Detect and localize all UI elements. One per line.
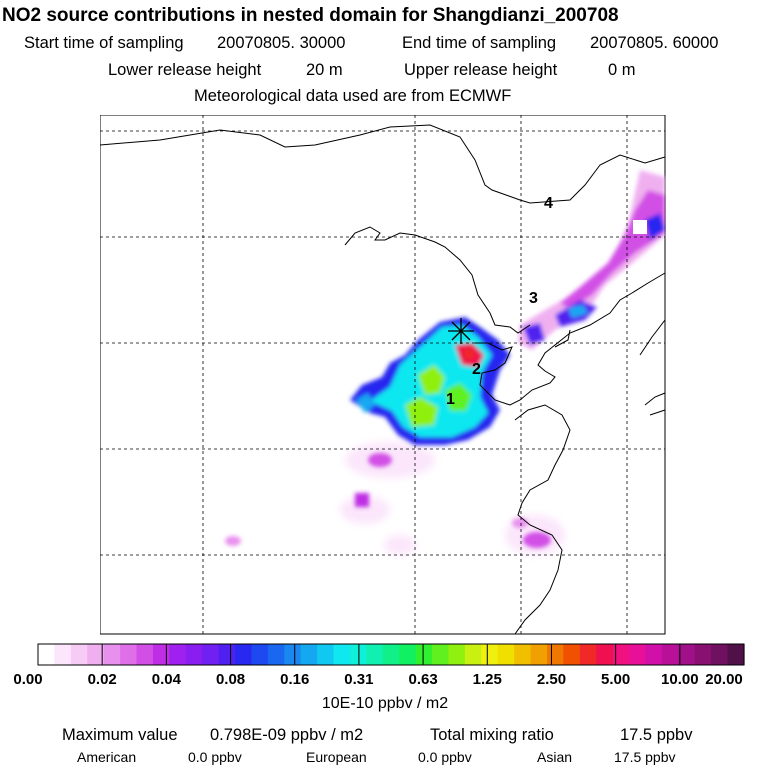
start-time-label: Start time of sampling (24, 34, 184, 52)
colorbar: 0.00 0.02 0.04 0.08 0.16 0.31 0.63 1.25 2.50 5.00… (13, 643, 745, 712)
colorbar-tick-label: 0.63 (408, 671, 437, 688)
colorbar-swatch (514, 644, 532, 665)
colorbar-ticks: 0.00 0.02 0.04 0.08 0.16 0.31 0.63 1.25 2.50 5.00… (13, 644, 745, 688)
colorbar-tick-label: 5.00 (601, 671, 630, 688)
colorbar-tick-label: 20.00 (705, 671, 743, 688)
colorbar-swatch (54, 644, 72, 665)
colorbar-swatch (284, 644, 302, 665)
colorbar-swatch (645, 644, 663, 665)
contribution-value: 0.0 ppbv (188, 749, 242, 765)
map-frame (100, 115, 666, 635)
colorbar-unit-label: 10E-10 ppbv / m2 (322, 695, 448, 712)
contribution-value: 0.0 ppbv (418, 749, 472, 765)
colorbar-swatch (185, 644, 203, 665)
colorbar-swatches (38, 644, 745, 665)
plume-main (350, 317, 510, 445)
scattered-patches (225, 453, 551, 548)
receptor-station-marker (448, 318, 474, 344)
colorbar-swatch (87, 644, 105, 665)
colorbar-swatch (103, 644, 121, 665)
colorbar-swatch (218, 644, 236, 665)
colorbar-swatch (136, 644, 154, 665)
contribution-name: American (77, 749, 137, 765)
colorbar-swatch (300, 644, 318, 665)
region-label: 3 (529, 290, 538, 307)
colorbar-swatch (530, 644, 548, 665)
plume-northeast (518, 170, 665, 350)
colorbar-swatch (711, 644, 729, 665)
end-time-label: End time of sampling (402, 34, 557, 52)
colorbar-swatch (661, 644, 679, 665)
max-value-label: Maximum value (62, 726, 178, 744)
colorbar-swatch (481, 644, 499, 665)
contribution-name: European (306, 749, 367, 765)
colorbar-swatch (120, 644, 138, 665)
colorbar-swatch (38, 644, 56, 665)
colorbar-swatch (497, 644, 515, 665)
low-concentration-haze (340, 442, 565, 555)
colorbar-swatch (333, 644, 351, 665)
lower-release-value: 20 m (306, 61, 343, 79)
region-label: 4 (544, 195, 553, 212)
region-label: 1 (446, 391, 455, 408)
colorbar-tick-label: 2.50 (537, 671, 566, 688)
chart-title: NO2 source contributions in nested domai… (2, 5, 619, 26)
colorbar-swatch (694, 644, 712, 665)
colorbar-swatch (251, 644, 269, 665)
colorbar-swatch (629, 644, 647, 665)
colorbar-tick-label: 0.08 (216, 671, 245, 688)
colorbar-swatch (399, 644, 417, 665)
contribution-name: Asian (537, 749, 573, 765)
colorbar-swatch (432, 644, 450, 665)
start-time-value: 20070805. 30000 (217, 34, 346, 52)
colorbar-swatch (596, 644, 614, 665)
map-panel: 1 2 3 4 (100, 115, 666, 635)
plume-gap (633, 220, 647, 234)
colorbar-swatch (317, 644, 335, 665)
total-mixing-value: 17.5 ppbv (620, 726, 693, 744)
colorbar-tick-label: 10.00 (661, 671, 699, 688)
colorbar-tick-label: 0.04 (152, 671, 182, 688)
meteo-note: Meteorological data used are from ECMWF (194, 87, 512, 105)
colorbar-swatch (152, 644, 170, 665)
colorbar-swatch (169, 644, 187, 665)
colorbar-swatch (382, 644, 400, 665)
max-value: 0.798E-09 ppbv / m2 (210, 726, 364, 744)
colorbar-swatch (579, 644, 597, 665)
colorbar-swatch (448, 644, 466, 665)
grid-lines (100, 115, 665, 634)
upper-release-label: Upper release height (404, 61, 558, 79)
colorbar-swatch (415, 644, 433, 665)
colorbar-swatch (267, 644, 285, 665)
colorbar-swatch (678, 644, 696, 665)
colorbar-tick-label: 0.00 (13, 671, 42, 688)
coastlines (100, 124, 666, 635)
lower-release-label: Lower release height (108, 61, 262, 79)
colorbar-tick-label: 0.02 (88, 671, 117, 688)
colorbar-swatch (727, 644, 745, 665)
colorbar-swatch (563, 644, 581, 665)
colorbar-swatch (235, 644, 253, 665)
colorbar-swatch (546, 644, 564, 665)
region-label: 2 (472, 361, 481, 378)
upper-release-value: 0 m (608, 61, 636, 79)
colorbar-swatch (366, 644, 384, 665)
contribution-value: 17.5 ppbv (614, 749, 676, 765)
colorbar-swatch (202, 644, 220, 665)
colorbar-tick-label: 1.25 (473, 671, 502, 688)
colorbar-tick-label: 0.16 (280, 671, 309, 688)
colorbar-swatch (70, 644, 88, 665)
colorbar-swatch (464, 644, 482, 665)
colorbar-tick-label: 0.31 (344, 671, 373, 688)
colorbar-swatch (612, 644, 630, 665)
total-mixing-label: Total mixing ratio (430, 726, 554, 744)
end-time-value: 20070805. 60000 (590, 34, 719, 52)
